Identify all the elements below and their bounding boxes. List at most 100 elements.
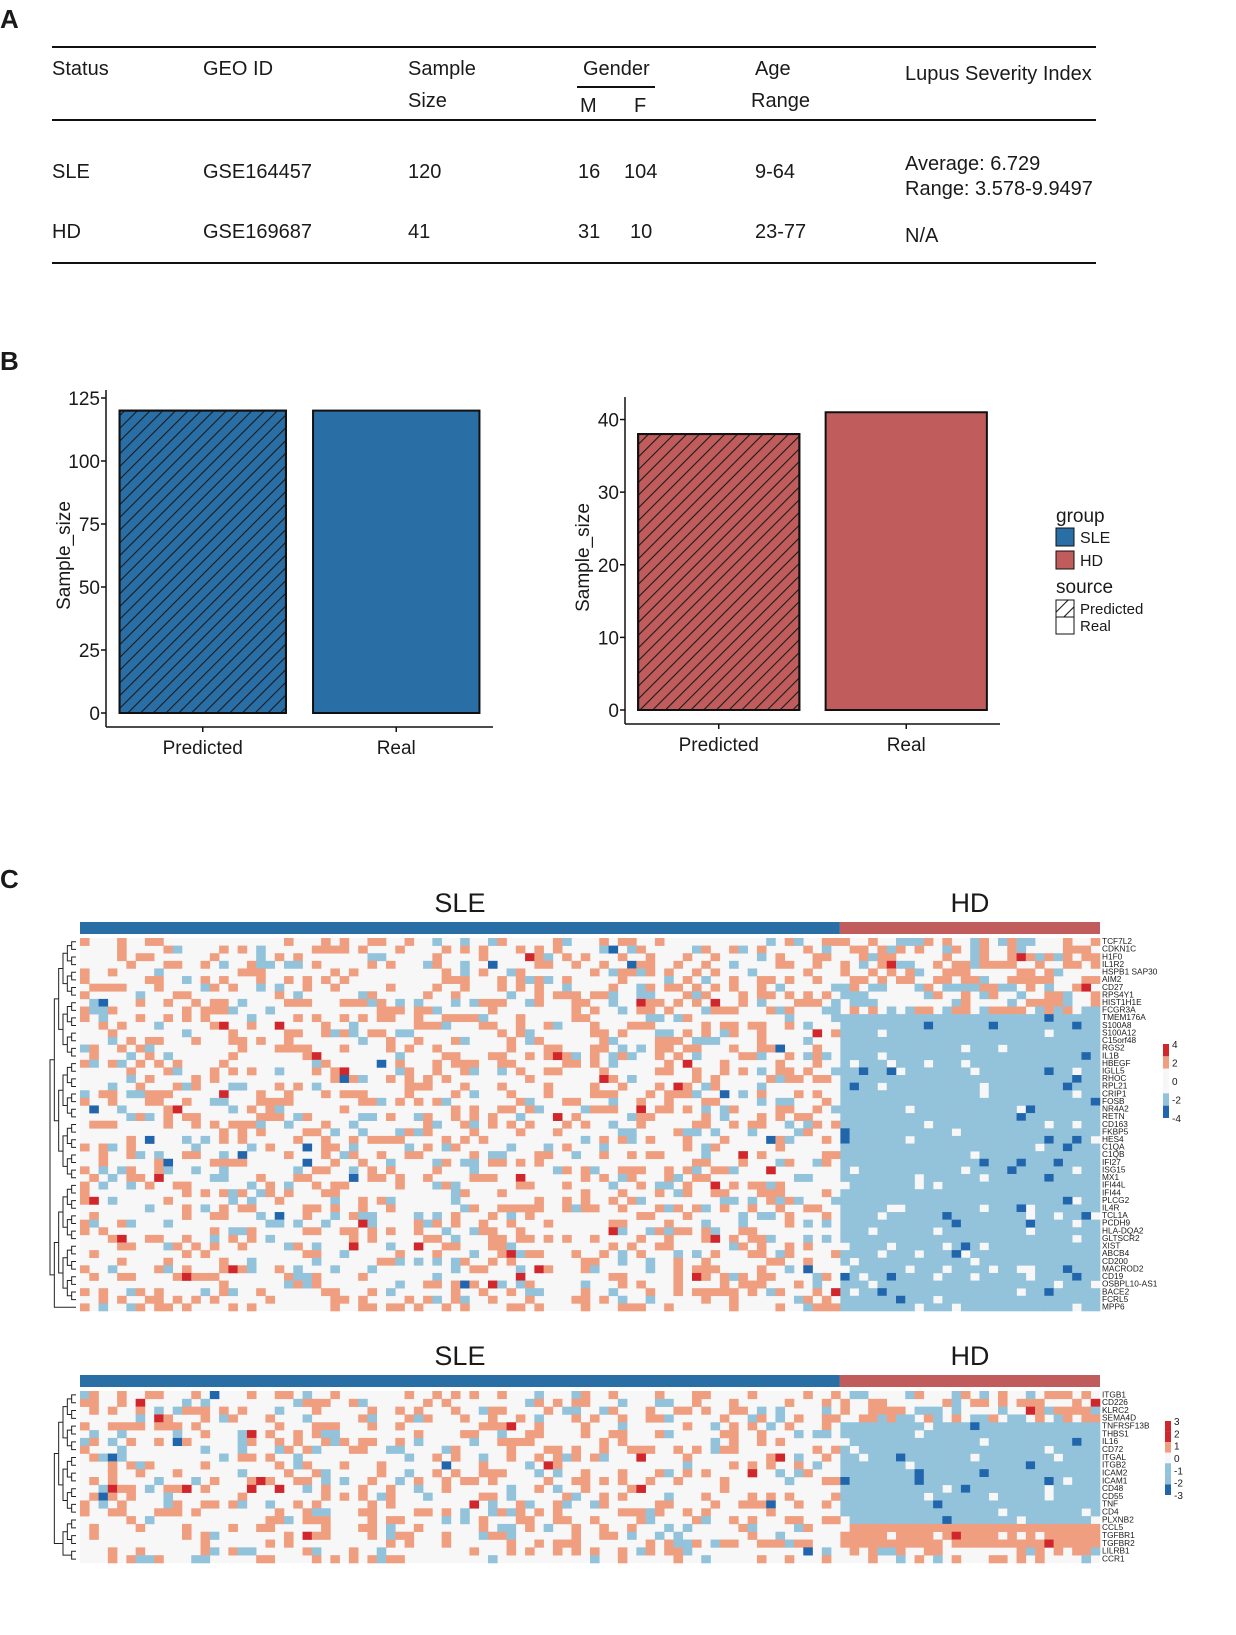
heat-cell [858, 1250, 869, 1259]
heat-cell [692, 1288, 702, 1297]
heat-cell [1081, 1265, 1092, 1274]
heat-cell [942, 1288, 952, 1297]
heat-cell [738, 1067, 748, 1076]
heat-cell [970, 983, 980, 992]
heat-cell [849, 1014, 860, 1023]
heat-cell [571, 960, 582, 969]
heat-cell [608, 1075, 619, 1083]
heat-cell [89, 1437, 99, 1447]
heat-cell [923, 1219, 934, 1228]
heat-cell [849, 1196, 860, 1205]
heat-cell [154, 1036, 164, 1045]
heat-cell [654, 1014, 665, 1023]
heat-cell [1016, 1075, 1027, 1083]
heat-dendrogram-branch [66, 1523, 72, 1541]
heat-cell [590, 1265, 600, 1274]
heat-cell [701, 1082, 711, 1091]
heat-cell [1025, 1021, 1036, 1030]
heat-cell [571, 1097, 582, 1106]
heat-cell [896, 1105, 906, 1114]
heat-cell [942, 1014, 952, 1023]
heat-cell [302, 1508, 313, 1517]
heat-cell [1062, 1453, 1073, 1462]
heat-cell [636, 1250, 646, 1259]
heat-cell [265, 1500, 276, 1509]
heat-cell [627, 1021, 637, 1030]
heat-cell [182, 1265, 192, 1274]
heat-cell [126, 1288, 136, 1297]
heat-cell [1062, 953, 1073, 962]
heat-cell [988, 1196, 999, 1205]
heat-cell [831, 1445, 841, 1454]
heat-cell [886, 1492, 897, 1501]
heat-cell [293, 1044, 303, 1053]
heat-cell [339, 1067, 350, 1076]
heat-cell [840, 1508, 850, 1517]
heat-cell [905, 1006, 915, 1015]
heat-cell [117, 1430, 127, 1439]
heat-cell [571, 1398, 582, 1407]
heat-cell [858, 1158, 869, 1167]
heat-key-segment [1163, 1093, 1169, 1106]
heat-cell [293, 1219, 303, 1228]
heat-dendrogram-branch [71, 941, 76, 950]
heat-cell [886, 1135, 897, 1144]
heat-cell [840, 1143, 850, 1152]
heat-cell [886, 1547, 897, 1556]
heat-cell [246, 1105, 257, 1114]
heat-cell [877, 1189, 888, 1198]
heat-cell [237, 968, 248, 977]
heat-cell [942, 1105, 952, 1114]
heat-dendrogram-branch [62, 1074, 68, 1106]
heat-cell [552, 1547, 563, 1556]
heat-cell [497, 1280, 507, 1289]
heat-cell [358, 1014, 368, 1023]
heat-cell [877, 1406, 888, 1415]
heat-cell [756, 1500, 767, 1509]
heat-cell [413, 1082, 424, 1091]
heat-cell [979, 1257, 990, 1266]
heat-cell [756, 1021, 767, 1030]
heat-cell [552, 1508, 563, 1517]
heat-cell [1090, 1422, 1101, 1431]
heat-dendrogram-branch [66, 1280, 72, 1297]
heat-cell [284, 1531, 294, 1540]
heat-cell [348, 1029, 359, 1038]
heat-gene-label: RGS2 [1102, 1043, 1125, 1053]
heat-cell [1081, 1006, 1092, 1015]
heat-cell [998, 1105, 1008, 1114]
heat-cell [960, 1173, 971, 1182]
heat-cell [488, 1151, 498, 1160]
heat-gene-label: CD200 [1102, 1256, 1128, 1266]
heat-cell [1081, 1492, 1092, 1501]
heat-cell [339, 938, 350, 946]
heat-cell [979, 1029, 990, 1038]
heat-dendrogram-branch [49, 1059, 55, 1276]
heat-cell [682, 1453, 693, 1462]
heat-cell [877, 1128, 888, 1137]
heat-cell [998, 1021, 1008, 1030]
heat-cell [775, 983, 786, 992]
heat-cell [682, 1135, 693, 1144]
heat-cell [794, 1280, 804, 1289]
heat-cell [599, 1500, 609, 1509]
heat-cell [821, 1453, 832, 1462]
heat-cell [367, 1303, 378, 1312]
heat-cell [580, 1196, 591, 1205]
heat-cell [1035, 1422, 1045, 1431]
heat-cell [664, 1204, 674, 1213]
heat-cell [1081, 1391, 1092, 1400]
heat-cell [933, 1219, 943, 1228]
heat-cell [1062, 1166, 1073, 1175]
heat-cell [988, 1166, 999, 1175]
heat-cell [840, 1288, 850, 1297]
heat-cell [348, 1398, 359, 1407]
heat-gene-label: C15orf48 [1102, 1035, 1137, 1045]
panel-a-label: A [0, 4, 19, 34]
heat-cell [682, 1189, 693, 1198]
heat-cell [246, 1547, 257, 1556]
heat-cell [803, 1295, 813, 1304]
heat-cell [209, 1391, 220, 1400]
heat-cell [979, 1422, 990, 1431]
heat-cell [673, 1272, 684, 1281]
